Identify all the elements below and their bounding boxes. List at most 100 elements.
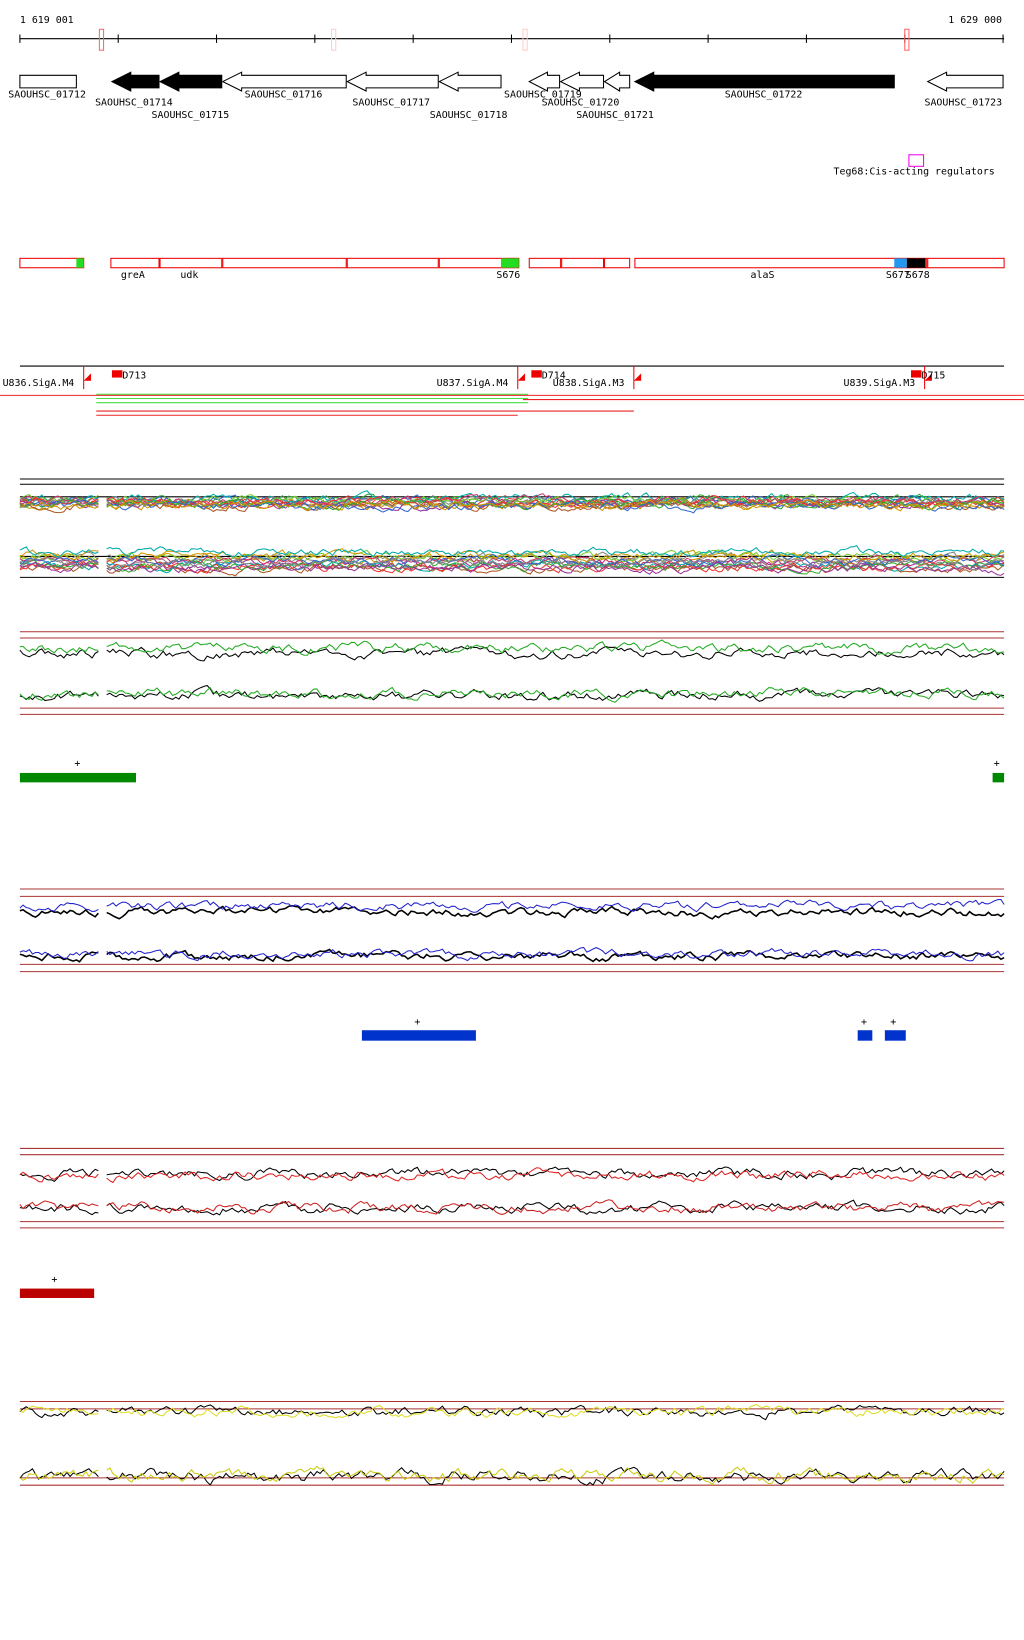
gene-arrow <box>603 71 631 92</box>
promoter-label: U836.SigA.M4 <box>3 378 75 389</box>
signal-trace <box>19 495 99 505</box>
terminator-box <box>111 370 123 378</box>
feature-box <box>528 257 562 269</box>
ruler-marker <box>331 28 337 51</box>
gene-label: SAOUHSC_01722 <box>725 89 803 100</box>
gene-label: SAOUHSC_01716 <box>245 89 323 100</box>
gene-label: SAOUHSC_01712 <box>8 89 86 100</box>
signal-trace <box>106 1167 1005 1184</box>
feature-box <box>19 257 85 269</box>
signal-trace <box>19 645 99 654</box>
feature-fill <box>76 258 84 268</box>
signal-trace <box>106 561 1005 576</box>
gene-label: SAOUHSC_01715 <box>152 110 230 121</box>
peak-mark: + <box>861 1017 867 1028</box>
signal-trace <box>19 556 99 568</box>
peak-bar <box>884 1030 906 1041</box>
terminator-box <box>911 370 922 378</box>
terminator-label: D715 <box>921 371 945 382</box>
feature-box <box>346 257 439 269</box>
peak-mark: + <box>74 759 80 770</box>
gene-label: SAOUHSC_01719 <box>504 89 582 100</box>
feature-label: alaS <box>751 270 775 281</box>
feature-box <box>604 257 631 269</box>
signal-trace <box>19 546 99 558</box>
ruler-start: 1 619 001 <box>20 15 74 26</box>
feature-label: udk <box>180 270 198 281</box>
promoter-label: U838.SigA.M3 <box>553 378 625 389</box>
feature-box <box>159 257 223 269</box>
gene-arrow <box>438 71 502 92</box>
gene-label: SAOUHSC_01723 <box>924 98 1002 109</box>
terminator-box <box>531 370 542 378</box>
signal-trace <box>106 547 1005 563</box>
feature-label: greA <box>121 270 145 281</box>
signal-trace <box>19 1168 99 1183</box>
ruler-marker <box>522 28 528 51</box>
signal-trace <box>106 1199 1005 1215</box>
peak-bar <box>857 1030 873 1041</box>
peak-mark: + <box>51 1274 57 1285</box>
signal-trace <box>106 904 1005 920</box>
feature-fill <box>894 258 907 268</box>
feature-box <box>634 257 928 269</box>
signal-trace <box>19 496 99 506</box>
peak-mark: + <box>414 1017 420 1028</box>
ruler-marker <box>98 28 105 51</box>
signal-trace <box>19 1203 99 1216</box>
signal-trace <box>106 645 1005 662</box>
peak-bar <box>992 772 1005 783</box>
regulator-label: Teg68:Cis-acting regulators <box>834 167 995 178</box>
signal-trace <box>106 898 1005 913</box>
signal-trace <box>106 639 1005 656</box>
signal-trace <box>19 690 99 701</box>
gene-arrow <box>633 71 895 92</box>
regulator-box <box>908 154 925 167</box>
signal-trace <box>106 496 1005 512</box>
feature-label: S677 <box>886 270 910 281</box>
peak-bar <box>19 772 136 783</box>
signal-trace <box>19 1406 99 1419</box>
gene-label: SAOUHSC_01714 <box>95 98 173 109</box>
gene-label: SAOUHSC_01721 <box>576 110 654 121</box>
feature-fill <box>501 258 519 268</box>
promoter-label: U839.SigA.M3 <box>844 378 916 389</box>
gene-arrow <box>528 71 561 92</box>
promoter-flag <box>517 373 526 381</box>
signal-trace <box>19 1200 99 1210</box>
peak-mark: + <box>890 1017 896 1028</box>
peak-bar <box>19 1288 95 1298</box>
signal-trace <box>19 559 99 570</box>
gene-arrow <box>926 71 1004 92</box>
signal-trace <box>106 493 1005 508</box>
ruler-marker <box>904 28 910 51</box>
signal-trace <box>106 1465 1005 1486</box>
feature-box <box>110 257 160 269</box>
signal-trace <box>106 553 1005 568</box>
terminator-label: D714 <box>542 371 566 382</box>
signal-trace <box>19 501 99 511</box>
signal-trace <box>19 951 99 963</box>
signal-trace <box>106 946 1005 962</box>
gene-arrow <box>346 71 439 92</box>
signal-trace <box>106 1404 1005 1421</box>
peak-mark: + <box>994 759 1000 770</box>
feature-box <box>927 257 1005 269</box>
feature-box <box>561 257 605 269</box>
signal-trace <box>106 1403 1005 1419</box>
signal-trace <box>19 908 99 919</box>
promoter-flag <box>633 373 642 381</box>
peak-bar <box>361 1030 476 1041</box>
signal-trace <box>19 648 99 659</box>
terminator-label: D713 <box>122 371 146 382</box>
gene-label: SAOUHSC_01720 <box>542 98 620 109</box>
gene-arrow <box>559 71 605 92</box>
signal-trace <box>19 948 99 959</box>
gene-label: SAOUHSC_01718 <box>430 110 508 121</box>
feature-label: S678 <box>906 270 930 281</box>
feature-box <box>222 257 347 269</box>
promoter-label: U837.SigA.M4 <box>437 378 509 389</box>
signal-trace <box>106 555 1005 571</box>
